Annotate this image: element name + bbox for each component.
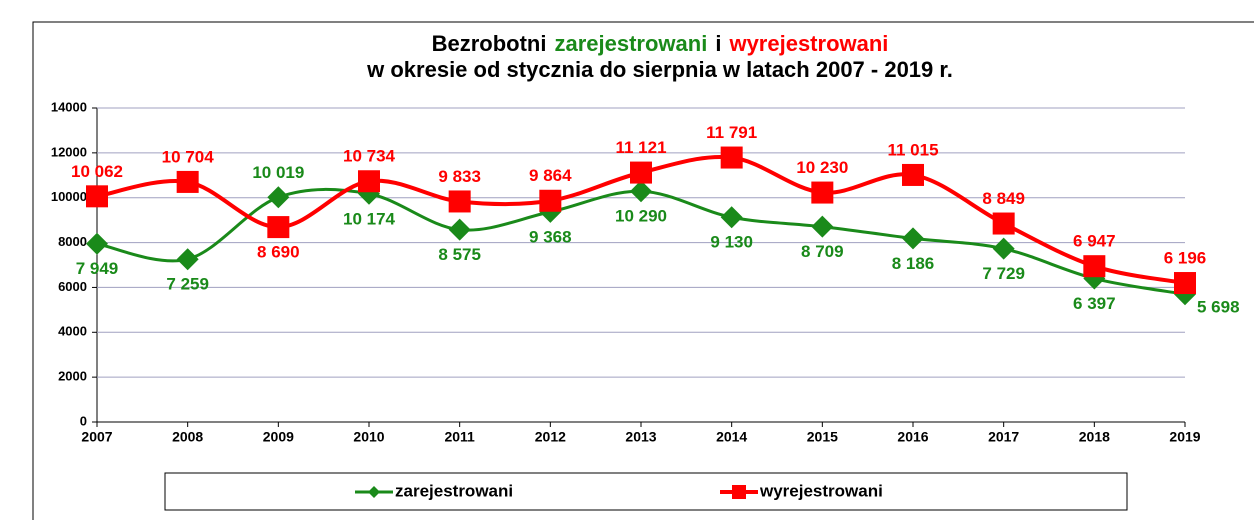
chart-frame xyxy=(32,21,1254,520)
data-point xyxy=(176,170,199,193)
data-point xyxy=(992,237,1015,260)
data-label: 10 019 xyxy=(252,163,304,182)
data-label: 6 196 xyxy=(1164,249,1207,268)
data-point xyxy=(86,232,108,255)
x-tick-label: 2014 xyxy=(716,429,747,445)
chart-title: Bezrobotni zarejestrowani i wyrejestrowani xyxy=(432,31,889,56)
data-label: 9 130 xyxy=(710,233,753,252)
x-tick-label: 2008 xyxy=(172,429,203,445)
y-tick-label: 0 xyxy=(80,413,87,428)
y-tick-label: 6000 xyxy=(58,279,87,294)
data-point xyxy=(811,215,834,238)
y-tick-label: 10000 xyxy=(51,189,87,204)
legend-box xyxy=(164,472,1128,511)
data-label: 11 121 xyxy=(615,138,666,157)
x-tick-label: 2009 xyxy=(263,429,294,445)
data-label: 8 690 xyxy=(257,243,300,262)
legend-marker xyxy=(732,485,746,499)
x-tick-label: 2019 xyxy=(1169,429,1200,445)
data-label: 10 230 xyxy=(796,158,848,177)
data-label: 9 864 xyxy=(529,166,572,185)
legend-label: wyrejestrowani xyxy=(759,481,883,500)
data-label: 11 015 xyxy=(887,140,938,159)
data-point xyxy=(992,212,1015,235)
y-tick-label: 8000 xyxy=(58,234,87,249)
data-point xyxy=(1174,272,1196,295)
data-label: 10 174 xyxy=(343,209,396,228)
data-point xyxy=(448,218,471,241)
data-label: 11 791 xyxy=(706,123,757,142)
data-point xyxy=(902,163,924,186)
title-part: Bezrobotni xyxy=(432,31,547,56)
x-tick-label: 2012 xyxy=(535,429,566,445)
data-label: 9 833 xyxy=(438,167,481,186)
data-point xyxy=(86,185,108,208)
title-part: i xyxy=(715,31,721,56)
data-point xyxy=(720,146,743,169)
chart-subtitle: w okresie od stycznia do sierpnia w lata… xyxy=(366,57,953,82)
data-label: 7 949 xyxy=(76,259,119,278)
x-tick-label: 2018 xyxy=(1079,429,1110,445)
data-label: 10 062 xyxy=(71,162,123,181)
x-tick-label: 2011 xyxy=(444,429,475,445)
data-label: 10 290 xyxy=(615,207,667,226)
data-point xyxy=(630,180,652,203)
data-point xyxy=(267,216,290,239)
title-part: zarejestrowani xyxy=(554,31,707,56)
data-label: 8 849 xyxy=(982,189,1025,208)
data-label: 7 259 xyxy=(166,275,209,294)
data-point xyxy=(1083,255,1106,278)
data-point xyxy=(176,248,199,271)
x-tick-label: 2017 xyxy=(988,429,1019,445)
data-label: 10 704 xyxy=(162,147,215,166)
title-part: wyrejestrowani xyxy=(728,31,888,56)
data-point xyxy=(267,186,290,209)
x-tick-label: 2015 xyxy=(807,429,838,445)
data-label: 8 186 xyxy=(892,254,935,273)
data-point xyxy=(902,227,924,250)
y-tick-label: 12000 xyxy=(51,144,87,159)
data-label: 5 698 xyxy=(1197,298,1240,317)
data-point xyxy=(811,181,834,204)
x-tick-label: 2016 xyxy=(897,429,928,445)
x-tick-label: 2007 xyxy=(81,429,112,445)
y-tick-label: 2000 xyxy=(58,369,87,384)
data-label: 9 368 xyxy=(529,227,572,246)
data-point xyxy=(630,161,652,184)
data-label: 6 397 xyxy=(1073,294,1116,313)
data-point xyxy=(358,170,380,193)
data-point xyxy=(720,206,743,229)
data-label: 10 734 xyxy=(343,147,396,166)
x-tick-label: 2013 xyxy=(625,429,656,445)
data-point xyxy=(539,189,562,212)
y-tick-label: 14000 xyxy=(51,99,87,114)
data-label: 7 729 xyxy=(982,264,1025,283)
data-label: 8 575 xyxy=(438,245,481,264)
y-tick-label: 4000 xyxy=(58,324,87,339)
data-label: 6 947 xyxy=(1073,232,1116,251)
legend-marker xyxy=(368,486,380,498)
legend-label: zarejestrowani xyxy=(395,481,513,500)
data-point xyxy=(448,190,471,213)
x-tick-label: 2010 xyxy=(353,429,384,445)
data-label: 8 709 xyxy=(801,242,844,261)
